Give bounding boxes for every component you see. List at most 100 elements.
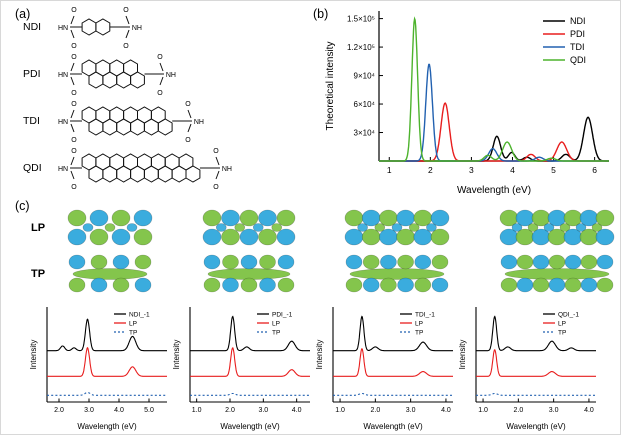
panel-b-label: (b) (313, 7, 329, 21)
svg-text:1.0: 1.0 (335, 407, 345, 414)
molecule-row: PDI HN O O NH O O (23, 50, 315, 97)
molecule-name: NDI (23, 20, 42, 33)
svg-text:Wavelength (eV): Wavelength (eV) (363, 422, 423, 431)
svg-text:TDI_-1: TDI_-1 (415, 312, 435, 319)
svg-text:Theoretical intensity: Theoretical intensity (325, 42, 336, 131)
svg-text:6: 6 (592, 165, 597, 175)
svg-text:LP: LP (558, 321, 566, 328)
svg-text:O: O (71, 137, 77, 144)
svg-text:4.0: 4.0 (114, 407, 124, 414)
isosurface-image-TP-TDI (346, 254, 449, 293)
panel-c-label: (c) (15, 199, 30, 213)
svg-text:HN: HN (58, 25, 68, 32)
svg-text:Intensity: Intensity (315, 340, 324, 370)
molecule-name: TDI (23, 114, 40, 127)
svg-text:HN: HN (58, 119, 68, 126)
svg-text:O: O (71, 184, 77, 191)
svg-text:4.0: 4.0 (441, 407, 451, 414)
svg-text:3.0: 3.0 (549, 407, 559, 414)
svg-text:O: O (157, 90, 163, 97)
isosurface-grid: LP TP (31, 205, 617, 297)
isosurface-cells (65, 206, 617, 250)
svg-text:4.0: 4.0 (292, 407, 302, 414)
mini-chart-NDI: 2.0 3.0 4.0 5.0 Wavelength (eV) Intensity NDI_… (29, 307, 167, 431)
svg-text:Intensity: Intensity (172, 340, 181, 370)
svg-text:LP: LP (415, 321, 423, 328)
svg-text:NDI: NDI (570, 16, 586, 26)
svg-text:O: O (71, 54, 77, 61)
svg-text:HN: HN (58, 166, 68, 173)
svg-text:O: O (213, 148, 219, 155)
svg-text:PDI: PDI (570, 29, 585, 39)
svg-text:2.0: 2.0 (225, 407, 235, 414)
isosurface-image-TP-QDI (500, 254, 614, 293)
molecule-name: QDI (23, 161, 42, 174)
svg-text:Wavelength (eV): Wavelength (eV) (220, 422, 280, 431)
svg-text:3.0: 3.0 (84, 407, 94, 414)
molecule-row: TDI HN O O NH O O (23, 97, 315, 144)
svg-text:PDI_-1: PDI_-1 (272, 312, 293, 319)
svg-text:3×10⁴: 3×10⁴ (354, 129, 376, 138)
svg-text:3: 3 (469, 165, 474, 175)
isosurface-image-LP-NDI (67, 209, 153, 246)
svg-text:O: O (71, 7, 77, 14)
svg-text:4: 4 (510, 165, 515, 175)
theoretical-spectra-chart: 1 2 3 4 5 6 3×10⁴ 6×10⁴ 9×10⁴ 1.2×10⁵ 1.5×10⁵ Wavel… (325, 11, 609, 196)
svg-text:TP: TP (272, 330, 280, 337)
mini-chart-PDI: 1.0 2.0 3.0 4.0 Wavelength (eV) Intensity PDI_… (172, 307, 310, 431)
isosurface-row-label: LP (31, 222, 46, 234)
svg-text:TP: TP (558, 330, 566, 337)
svg-text:NH: NH (166, 72, 176, 79)
svg-text:Wavelength (eV): Wavelength (eV) (77, 422, 137, 431)
isosurface-image-TP-NDI (68, 254, 152, 293)
svg-text:6×10⁴: 6×10⁴ (354, 100, 376, 109)
svg-text:O: O (185, 137, 191, 144)
svg-text:O: O (185, 101, 191, 108)
svg-text:1.5×10⁵: 1.5×10⁵ (347, 15, 375, 24)
svg-text:O: O (123, 7, 129, 14)
svg-text:Wavelength (eV): Wavelength (eV) (506, 422, 566, 431)
svg-text:1.0: 1.0 (192, 407, 202, 414)
isosurface-row-TP: TP (31, 251, 617, 297)
isosurface-image-TP-PDI (203, 254, 294, 293)
svg-text:5: 5 (551, 165, 556, 175)
svg-text:LP: LP (129, 321, 137, 328)
svg-text:2.0: 2.0 (370, 407, 380, 414)
isosurface-image-LP-PDI (202, 209, 295, 246)
molecule-structure-QDI: HN O O NH O O (58, 148, 232, 191)
svg-text:9×10⁴: 9×10⁴ (354, 72, 376, 81)
svg-text:3.0: 3.0 (406, 407, 416, 414)
svg-text:HN: HN (58, 72, 68, 79)
molecule-structure-NDI: HN O O NH O O (58, 7, 142, 50)
svg-text:1.0: 1.0 (478, 407, 488, 414)
molecule-name: PDI (23, 67, 41, 80)
svg-text:NH: NH (194, 119, 204, 126)
svg-text:TP: TP (415, 330, 423, 337)
isosurface-row-LP: LP (31, 205, 617, 251)
svg-text:4.0: 4.0 (584, 407, 594, 414)
svg-text:NH: NH (132, 25, 142, 32)
svg-text:3.0: 3.0 (258, 407, 268, 414)
molecule-row: NDI HN O O NH O O (23, 3, 315, 50)
svg-text:QDI: QDI (570, 55, 586, 65)
isosurface-image-LP-QDI (499, 209, 615, 246)
mini-chart-QDI: 1.0 2.0 3.0 4.0 Wavelength (eV) Intensity QDI_… (458, 307, 596, 431)
svg-text:O: O (71, 148, 77, 155)
molecule-row: QDI HN O O NH O O (23, 144, 315, 191)
molecule-list: NDI HN O O NH O O PDI HN O O NH O O TDI HN O O NH O O QDI HN O O… (23, 3, 315, 191)
molecule-structure-PDI: HN O O NH O O (58, 54, 176, 97)
svg-text:O: O (71, 90, 77, 97)
svg-text:TDI: TDI (570, 42, 585, 52)
svg-text:Intensity: Intensity (29, 340, 38, 370)
svg-text:TP: TP (129, 330, 137, 337)
mini-chart-TDI: 1.0 2.0 3.0 4.0 Wavelength (eV) Intensity TDI_… (315, 307, 453, 431)
svg-text:O: O (123, 43, 129, 50)
isosurface-cells (65, 252, 617, 296)
molecule-structure-TDI: HN O O NH O O (58, 101, 204, 144)
svg-text:O: O (71, 101, 77, 108)
svg-text:O: O (213, 184, 219, 191)
svg-text:O: O (157, 54, 163, 61)
panel-a-label: (a) (15, 7, 31, 21)
mini-charts: 2.0 3.0 4.0 5.0 Wavelength (eV) Intensity NDI_… (29, 302, 601, 432)
